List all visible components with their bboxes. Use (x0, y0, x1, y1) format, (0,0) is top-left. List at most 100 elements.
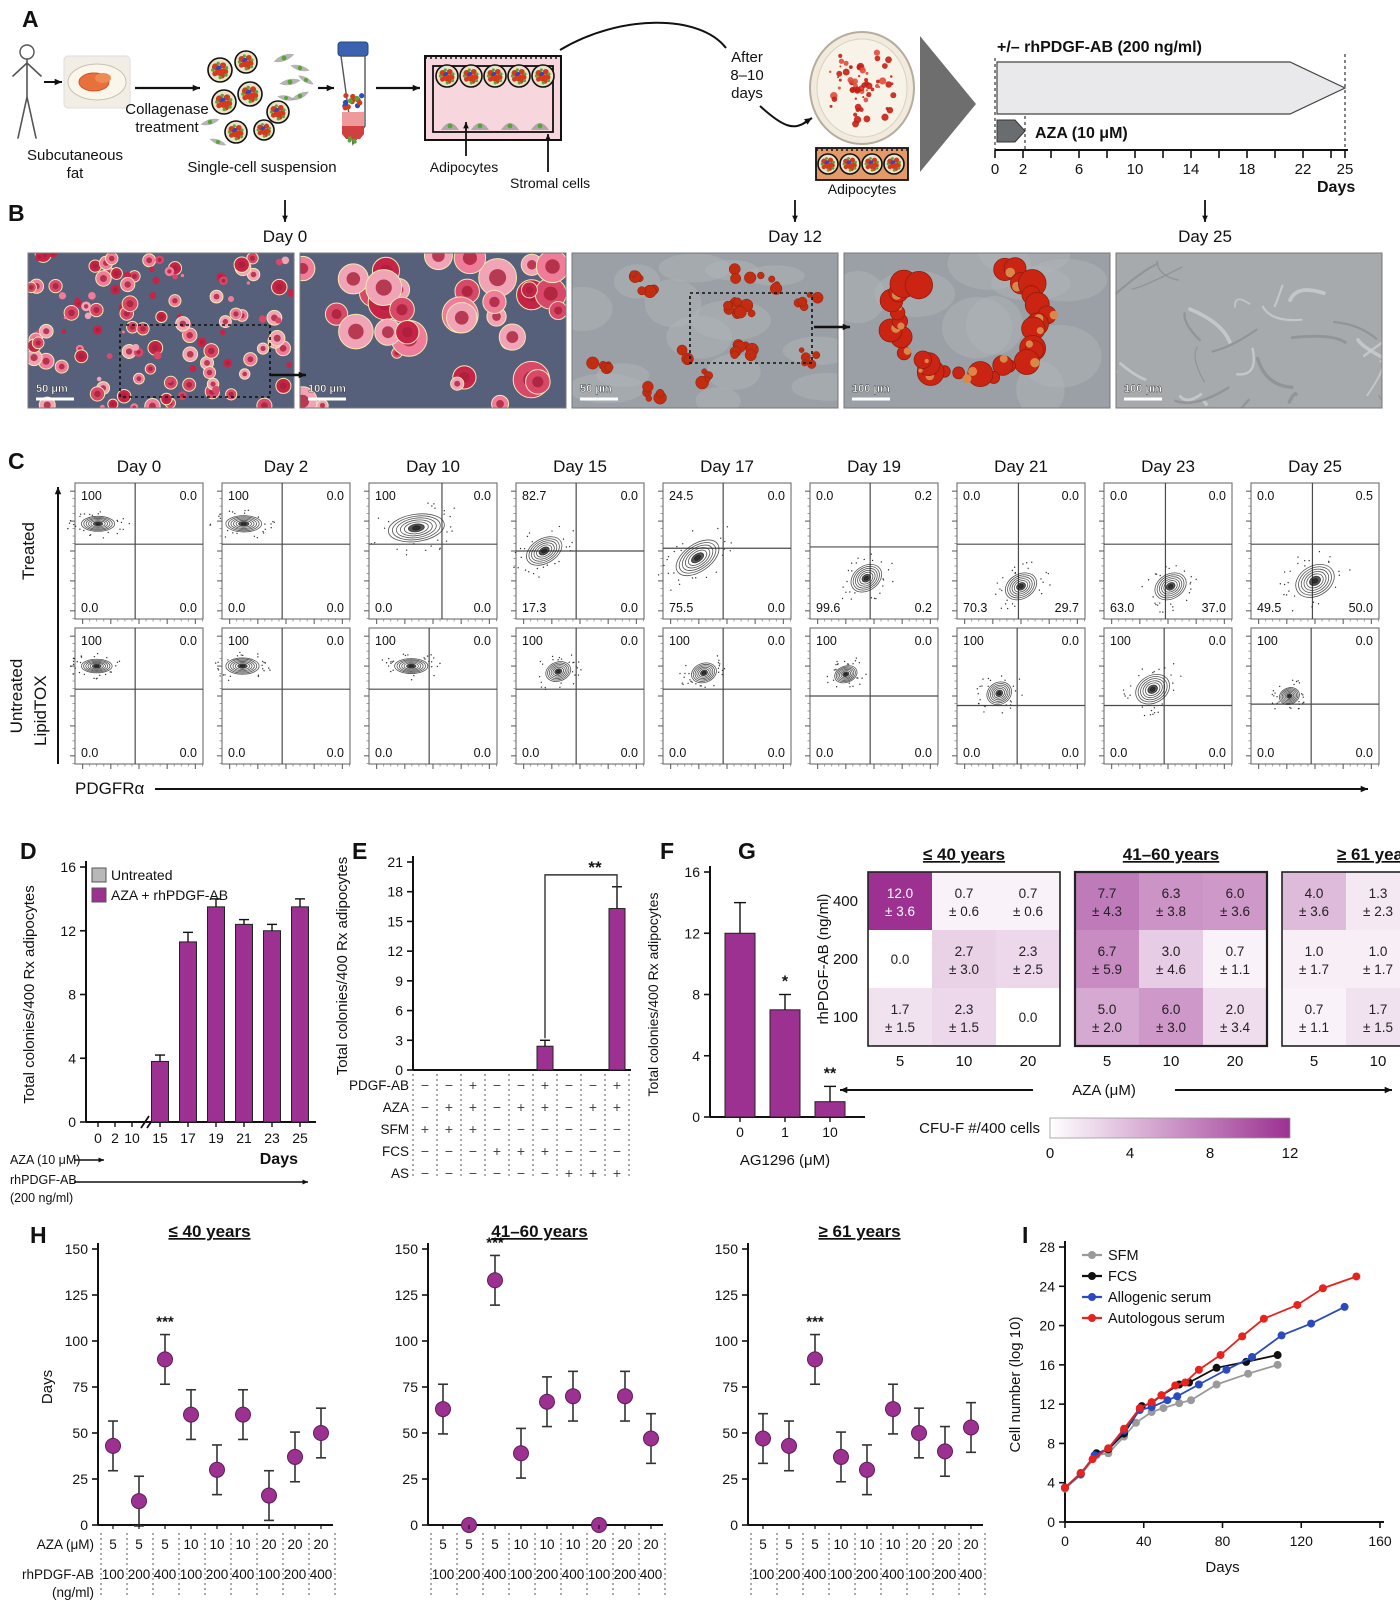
svg-text:0.0: 0.0 (768, 601, 785, 615)
svg-text:0.0: 0.0 (1062, 489, 1079, 503)
flow-plot-untreated-8: 100 0.0 0.0 0.0 (1246, 627, 1380, 769)
svg-text:18: 18 (1239, 161, 1256, 178)
g-heatmap-group-1: 41–60 years 7.7 ± 4.3 6.3 ± 3.8 6.0 ± 3.6 6.7 ± … (1073, 845, 1269, 1070)
svg-text:20: 20 (1039, 1318, 1055, 1334)
svg-text:100 μm: 100 μm (1124, 383, 1162, 395)
svg-text:75: 75 (402, 1379, 418, 1395)
e-condition-row-label-3: FCS (382, 1144, 409, 1159)
svg-text:50: 50 (72, 1425, 88, 1441)
svg-text:(200 ng/ml): (200 ng/ml) (10, 1191, 73, 1205)
panel-label-d: D (20, 838, 37, 864)
svg-text:+: + (589, 1165, 597, 1181)
svg-text:−: − (493, 1121, 501, 1137)
svg-text:20: 20 (911, 1537, 926, 1552)
svg-text:200: 200 (778, 1567, 801, 1582)
panel-e-bar-chart: Total colonies/400 Rx adipocytes 0 3 6 9 12 15… (334, 854, 631, 1181)
panel-h-dotplot-le40: ≤ 40 years 0 25 50 75 100 125 150 Days *** 5 5 5 10 10… (22, 1222, 336, 1600)
d-bar-day-23 (263, 923, 281, 1123)
svg-text:1.0: 1.0 (1305, 944, 1324, 959)
svg-text:5: 5 (1310, 1053, 1318, 1070)
stromal-cell-icon (273, 53, 295, 63)
svg-text:8: 8 (68, 987, 76, 1003)
h-point-0-3 (183, 1388, 199, 1441)
h-point-1-3 (513, 1427, 529, 1479)
panel-b-micrographs: Day 0 Day 12 Day 25 50 μm 100 μm 50 μm 100 μm 1… (27, 200, 1383, 409)
svg-text:−: − (613, 1143, 621, 1159)
svg-text:1.7: 1.7 (1369, 1002, 1388, 1017)
single-cell-suspension-cluster (200, 50, 314, 146)
flow-plot-untreated-2: 100 0.0 0.0 0.0 (364, 627, 498, 769)
svg-text:5: 5 (785, 1537, 793, 1552)
flow-plot-treated-5: 0.0 0.2 99.6 0.2 (805, 482, 939, 624)
stromal-cells-label: Stromal cells (510, 175, 590, 191)
svg-text:400: 400 (640, 1567, 663, 1582)
svg-text:75.5: 75.5 (669, 601, 693, 615)
h-point-2-1 (781, 1420, 797, 1472)
svg-text:0.0: 0.0 (228, 601, 245, 615)
svg-text:5: 5 (465, 1537, 473, 1552)
i-y-axis-label: Cell number (log 10) (1007, 1317, 1024, 1453)
svg-text:2: 2 (111, 1130, 119, 1146)
svg-text:−: − (445, 1077, 453, 1093)
f-bar-1 (769, 993, 801, 1118)
svg-text:100: 100 (81, 489, 102, 503)
svg-text:25: 25 (1337, 161, 1354, 178)
svg-text:100: 100 (510, 1567, 533, 1582)
svg-text:0.0: 0.0 (180, 601, 197, 615)
d-bar-day-19 (207, 898, 225, 1123)
d-aza-annotation: AZA (10 μM) (10, 1153, 80, 1167)
svg-text:0.7: 0.7 (955, 886, 974, 901)
svg-text:+: + (517, 1143, 525, 1159)
flow-day-header-8: Day 25 (1288, 457, 1342, 476)
svg-text:−: − (589, 1143, 597, 1159)
micrograph-image-2 (572, 253, 838, 408)
panel-h-dotplot-ge61: ≥ 61 years 0 25 50 75 100 125 150 *** 5 5 5 10 10 10 20… (715, 1222, 986, 1597)
svg-text:0: 0 (94, 1130, 102, 1146)
svg-text:0.0: 0.0 (621, 746, 638, 760)
svg-text:Days: Days (39, 1370, 56, 1404)
svg-text:2.3: 2.3 (1019, 944, 1038, 959)
g-row-label-0: 400 (833, 893, 858, 910)
panel-c-flow-cytometry: Day 0 Day 2 Day 10 Day 15 Day 17 Day 19 Day 21… (7, 457, 1380, 798)
svg-text:6.7: 6.7 (1098, 944, 1117, 959)
svg-text:0.0: 0.0 (474, 746, 491, 760)
svg-text:After: After (731, 49, 763, 66)
svg-text:10: 10 (956, 1053, 973, 1070)
flow-day-header-4: Day 17 (700, 457, 754, 476)
h-point-1-8 (643, 1412, 659, 1465)
svg-text:± 1.5: ± 1.5 (1363, 1020, 1393, 1035)
stromal-cell-icon (279, 78, 301, 86)
stromal-cell-icon (209, 138, 227, 146)
svg-text:*: * (782, 974, 789, 991)
adipocyte-cell-icon (883, 153, 905, 175)
svg-text:0.0: 0.0 (963, 489, 980, 503)
flow-plot-treated-7: 0.0 0.0 63.0 37.0 (1099, 482, 1233, 624)
svg-text:50: 50 (722, 1425, 738, 1441)
svg-text:0.0: 0.0 (768, 746, 785, 760)
svg-text:0.5: 0.5 (1356, 489, 1373, 503)
adipocyte-cell-icon (817, 153, 839, 175)
svg-text:0.0: 0.0 (1356, 634, 1373, 648)
svg-text:20: 20 (617, 1537, 632, 1552)
h-point-0-0 (105, 1420, 121, 1472)
e-condition-row-label-4: AS (391, 1166, 409, 1181)
adipocytes-label: Adipocytes (430, 159, 498, 175)
svg-text:0.0: 0.0 (891, 952, 910, 967)
svg-text:−: − (517, 1121, 525, 1137)
svg-text:0.0: 0.0 (180, 489, 197, 503)
svg-text:28: 28 (1039, 1239, 1055, 1255)
svg-text:160: 160 (1368, 1533, 1392, 1549)
svg-text:−: − (517, 1077, 525, 1093)
svg-text:20: 20 (313, 1537, 328, 1552)
svg-text:100: 100 (375, 634, 396, 648)
svg-text:100: 100 (258, 1567, 281, 1582)
centrifuge-tube-icon (337, 41, 369, 146)
e-y-axis-label: Total colonies/400 Rx adipocytes (334, 857, 351, 1075)
colony-plate-photo (809, 31, 915, 145)
svg-text:2.0: 2.0 (1226, 1002, 1245, 1017)
svg-text:14: 14 (1183, 161, 1200, 178)
svg-text:0.0: 0.0 (327, 601, 344, 615)
svg-text:100: 100 (752, 1567, 775, 1582)
svg-text:+: + (589, 1099, 597, 1115)
svg-text:75: 75 (72, 1379, 88, 1395)
